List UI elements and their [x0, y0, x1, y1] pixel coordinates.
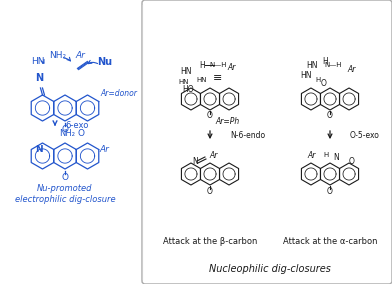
Text: O: O — [327, 112, 333, 120]
Text: N-6-endo: N-6-endo — [230, 131, 265, 139]
Text: O: O — [78, 128, 85, 137]
Text: N: N — [35, 73, 44, 83]
Text: O: O — [327, 187, 333, 195]
Text: N: N — [333, 153, 339, 162]
Text: HN: HN — [180, 68, 192, 76]
Text: Nu-promoted
electrophilic dig-closure: Nu-promoted electrophilic dig-closure — [15, 183, 115, 204]
Text: Attack at the α-carbon: Attack at the α-carbon — [283, 237, 377, 247]
Text: N: N — [192, 158, 198, 166]
Text: Attack at the β-carbon: Attack at the β-carbon — [163, 237, 257, 247]
Text: H: H — [322, 57, 328, 66]
Text: 6-exo: 6-exo — [65, 120, 88, 130]
Text: N: N — [34, 145, 42, 154]
Text: Ar: Ar — [210, 151, 218, 160]
Text: Nucleophilic dig-closures: Nucleophilic dig-closures — [209, 264, 331, 274]
Text: O: O — [349, 156, 355, 166]
Text: H: H — [323, 152, 328, 158]
Text: O: O — [207, 112, 213, 120]
Text: O: O — [62, 172, 69, 181]
Text: H: H — [316, 77, 321, 83]
Text: Nu: Nu — [98, 57, 113, 67]
Text: N—H: N—H — [209, 62, 227, 68]
Text: O: O — [321, 78, 327, 87]
Text: Ar: Ar — [308, 151, 316, 160]
Text: HN: HN — [306, 60, 318, 70]
Text: Ar: Ar — [75, 51, 85, 60]
Text: HN: HN — [31, 57, 45, 66]
Text: HO: HO — [182, 85, 194, 95]
Text: O: O — [62, 124, 69, 133]
Text: H: H — [199, 60, 205, 70]
Text: NH₂: NH₂ — [59, 128, 75, 137]
Text: HN: HN — [300, 72, 312, 80]
Text: O-5-exo: O-5-exo — [350, 131, 380, 139]
Text: Ar=donor: Ar=donor — [100, 89, 137, 99]
Text: HN: HN — [179, 79, 189, 85]
Text: O: O — [207, 187, 213, 195]
Text: ≡: ≡ — [213, 73, 223, 83]
Text: N—H: N—H — [324, 62, 342, 68]
Text: HN: HN — [197, 77, 207, 83]
Text: NH₂: NH₂ — [49, 51, 67, 60]
Text: Ar=Ph: Ar=Ph — [216, 118, 240, 126]
Text: Ar: Ar — [100, 145, 109, 154]
Text: Ar: Ar — [348, 66, 356, 74]
FancyBboxPatch shape — [142, 0, 392, 284]
Text: Ar: Ar — [228, 64, 236, 72]
